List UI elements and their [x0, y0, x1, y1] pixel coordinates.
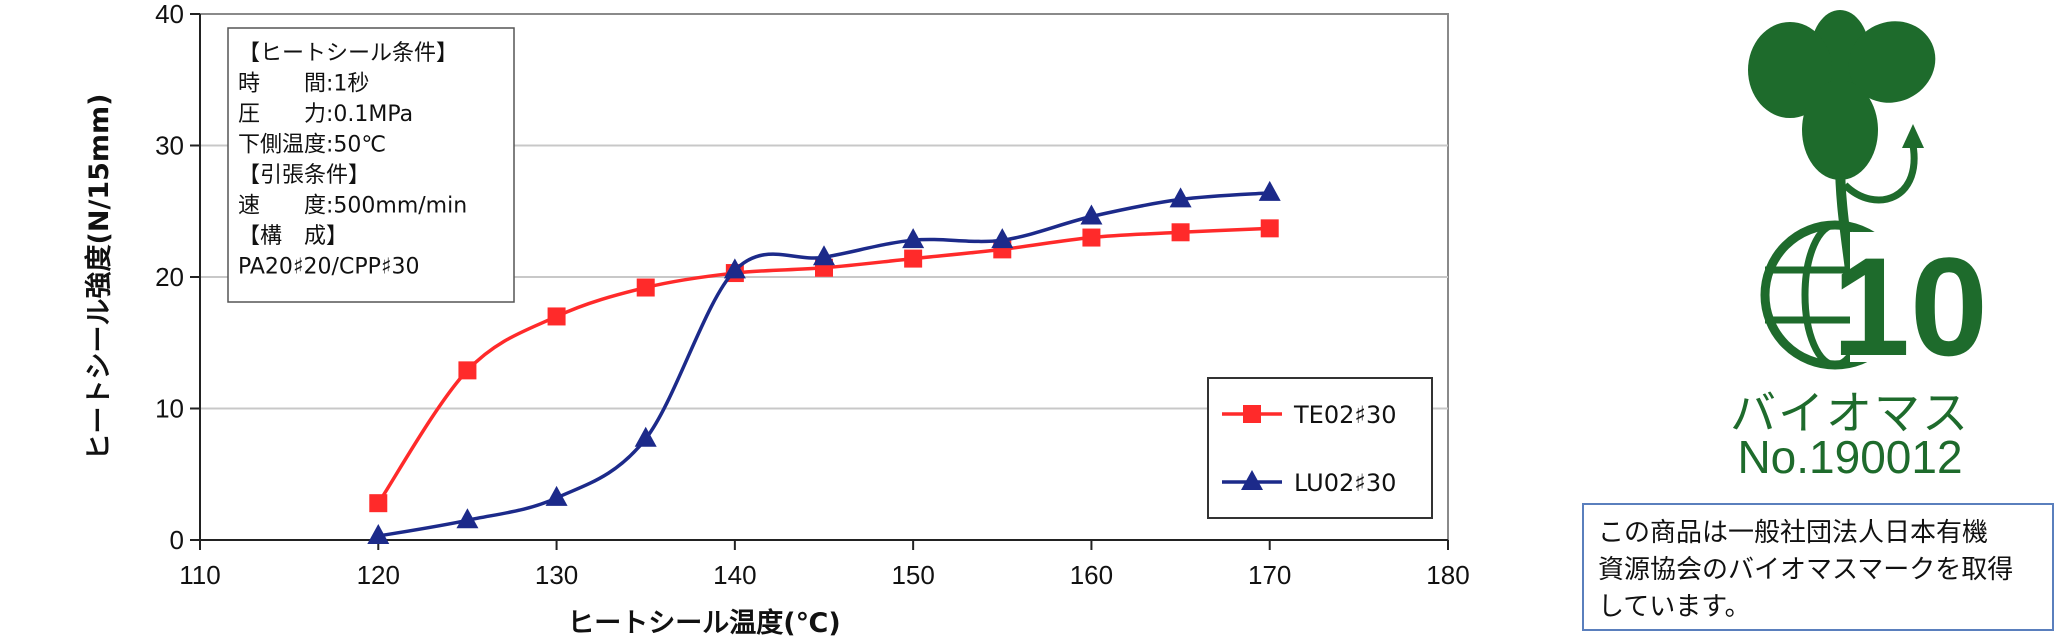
condition-line: 時 間:1秒 [238, 72, 369, 97]
x-tick-label: 110 [179, 560, 220, 590]
y-axis-title: ヒートシール強度(N/15mm) [83, 94, 115, 461]
series-1-line [377, 191, 1270, 538]
axes: 0 10 20 30 40 110 120 130 140 150 160 170 180 [155, 0, 1470, 590]
series-1-point [634, 426, 657, 447]
series-1-point [813, 245, 835, 266]
series-1-point [367, 524, 390, 545]
series-1-point [1258, 180, 1281, 201]
x-tick-label: 130 [535, 560, 578, 590]
y-tick-label: 20 [155, 262, 184, 292]
biomass-label: バイオマス [1730, 387, 1970, 439]
series-0-point [369, 494, 388, 513]
biomass-number: No.190012 [1737, 431, 1963, 483]
certification-notice: この商品は一般社団法人日本有機 資源協会のバイオマスマークを取得 しています。 [1582, 503, 2054, 631]
legend-marker-1 [1241, 470, 1263, 490]
series-1-point [902, 228, 925, 249]
series-1 [367, 180, 1281, 545]
biomass-logo: 10 バイオマス No.190012 [1640, 0, 2060, 644]
condition-line: 下側温度:50℃ [238, 133, 386, 158]
heat-seal-chart: 0 10 20 30 40 110 120 130 140 150 160 170 180 【ヒートシー… [83, 0, 1470, 639]
series [367, 180, 1281, 545]
conditions-box: 【ヒートシール条件】時 間:1秒圧 力:0.1MPa 下側温度:50℃ 【引張条件】… [227, 27, 515, 303]
condition-line: PA20♯20/CPP♯30 [238, 255, 420, 280]
notice-line-1: この商品は一般社団法人日本有機 [1598, 518, 1989, 548]
x-tick-label: 140 [713, 560, 756, 590]
condition-line: 【ヒートシール条件】 [238, 41, 458, 66]
clover-emblem-icon: 10 [1748, 10, 1988, 385]
x-tick-label: 160 [1070, 560, 1113, 590]
condition-line: 圧 力:0.1MPa [238, 102, 413, 127]
notice-line-3: しています。 [1598, 592, 1751, 622]
series-1-point [456, 508, 479, 529]
y-tick-label: 0 [170, 525, 184, 555]
x-tick-label: 170 [1248, 560, 1291, 590]
y-tick-label: 10 [155, 394, 184, 424]
condition-line: 【引張条件】 [238, 163, 370, 188]
condition-line: 【構 成】 [238, 224, 348, 249]
y-tick-label: 40 [155, 0, 184, 29]
series-1-point [1080, 204, 1103, 225]
x-tick-label: 120 [357, 560, 400, 590]
series-0-point [1171, 223, 1190, 242]
series-0-point [1260, 219, 1279, 238]
legend: TE02♯30 LU02♯30 [1207, 377, 1433, 519]
series-1-point [723, 258, 746, 279]
series-0-point [904, 249, 923, 268]
legend-marker-0 [1243, 405, 1261, 423]
series-0-point [458, 361, 477, 380]
x-tick-label: 150 [891, 560, 934, 590]
legend-label-0: TE02♯30 [1293, 401, 1397, 429]
notice-line-2: 資源協会のバイオマスマークを取得 [1598, 555, 2014, 585]
condition-line: 速 度:500mm/min [238, 194, 467, 219]
legend-label-1: LU02♯30 [1294, 469, 1396, 497]
series-0-point [636, 278, 655, 297]
x-tick-label: 180 [1426, 560, 1469, 590]
emblem-number: 10 [1832, 228, 1988, 380]
series-0-point [1082, 228, 1101, 247]
x-axis-title: ヒートシール温度(℃) [567, 607, 840, 639]
series-1-point [1169, 187, 1192, 208]
series-1-point [991, 228, 1014, 249]
series-1-point [545, 485, 568, 506]
y-tick-label: 30 [155, 131, 184, 161]
series-0-point [547, 307, 566, 326]
